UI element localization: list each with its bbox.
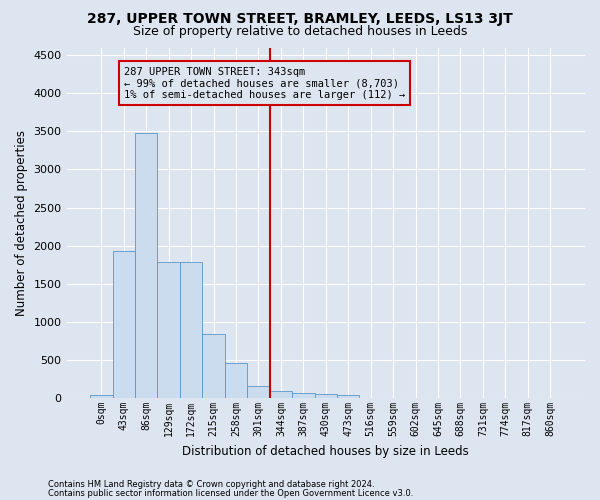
Text: Contains HM Land Registry data © Crown copyright and database right 2024.: Contains HM Land Registry data © Crown c…	[48, 480, 374, 489]
Bar	[314, 394, 337, 398]
Bar	[269, 390, 292, 398]
Bar	[90, 395, 113, 398]
Text: 287, UPPER TOWN STREET, BRAMLEY, LEEDS, LS13 3JT: 287, UPPER TOWN STREET, BRAMLEY, LEEDS, …	[87, 12, 513, 26]
Bar	[337, 394, 359, 398]
Bar	[225, 364, 247, 398]
Bar	[113, 251, 135, 398]
Text: Size of property relative to detached houses in Leeds: Size of property relative to detached ho…	[133, 25, 467, 38]
X-axis label: Distribution of detached houses by size in Leeds: Distribution of detached houses by size …	[182, 444, 469, 458]
Bar	[202, 334, 225, 398]
Bar	[180, 262, 202, 398]
Bar	[135, 133, 157, 398]
Text: 287 UPPER TOWN STREET: 343sqm
← 99% of detached houses are smaller (8,703)
1% of: 287 UPPER TOWN STREET: 343sqm ← 99% of d…	[124, 66, 405, 100]
Bar	[292, 393, 314, 398]
Bar	[157, 262, 180, 398]
Text: Contains public sector information licensed under the Open Government Licence v3: Contains public sector information licen…	[48, 488, 413, 498]
Y-axis label: Number of detached properties: Number of detached properties	[15, 130, 28, 316]
Bar	[247, 386, 269, 398]
